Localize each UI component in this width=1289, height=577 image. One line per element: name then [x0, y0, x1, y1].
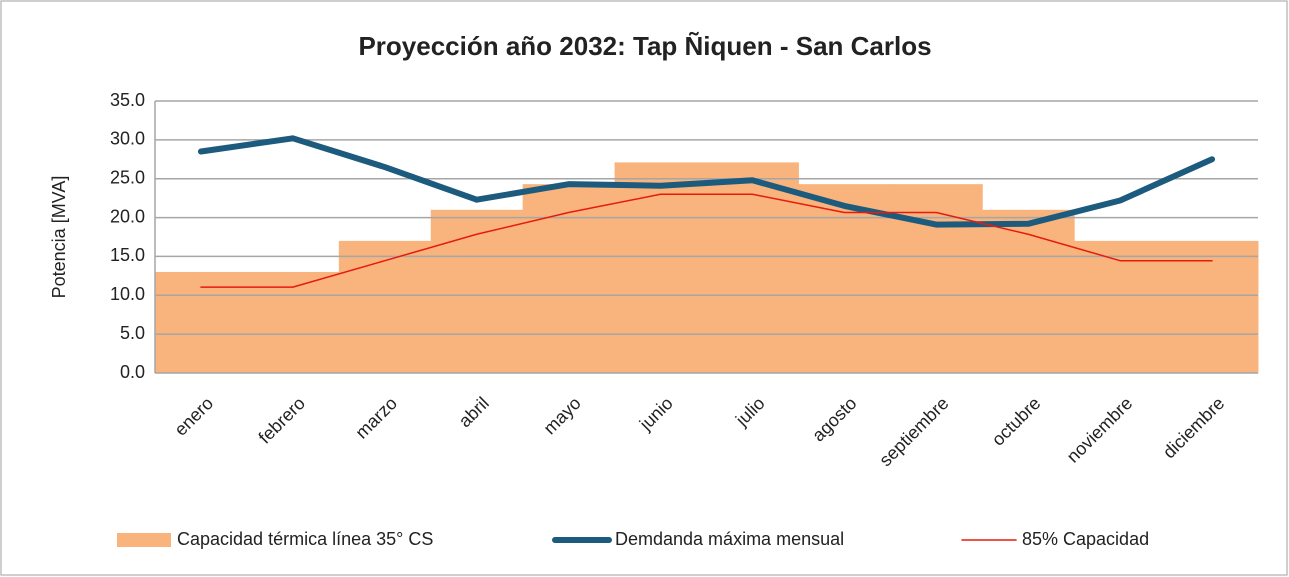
- bar: [798, 184, 891, 373]
- chart-title: Proyección año 2032: Tap Ñiquen - San Ca…: [358, 31, 931, 61]
- bar: [522, 184, 616, 373]
- bar: [155, 271, 248, 373]
- line: [197, 135, 1216, 228]
- bar: [614, 162, 707, 373]
- legend-swatch: [117, 533, 171, 547]
- y-tick-label: 5.0: [120, 323, 145, 343]
- y-tick-label: 0.0: [120, 362, 145, 382]
- bar: [246, 271, 340, 373]
- line: [200, 193, 1213, 288]
- y-tick-label: 20.0: [110, 206, 145, 226]
- y-tick-label: 35.0: [110, 90, 145, 110]
- bar: [706, 162, 799, 373]
- y-tick-label: 15.0: [110, 245, 145, 265]
- bar: [1166, 240, 1259, 373]
- bar: [338, 240, 432, 373]
- bar: [982, 209, 1075, 373]
- y-tick-label: 10.0: [110, 284, 145, 304]
- y-axis-label: Potencia [MVA]: [49, 176, 69, 299]
- y-tick-label: 25.0: [110, 167, 145, 187]
- legend-label: Capacidad térmica línea 35° CS: [177, 529, 433, 549]
- legend-label: Demdanda máxima mensual: [615, 529, 844, 549]
- bar: [1074, 240, 1167, 373]
- grid: [155, 100, 1258, 374]
- legend-label: 85% Capacidad: [1022, 529, 1149, 549]
- bar: [430, 209, 524, 373]
- y-tick-label: 30.0: [110, 129, 145, 149]
